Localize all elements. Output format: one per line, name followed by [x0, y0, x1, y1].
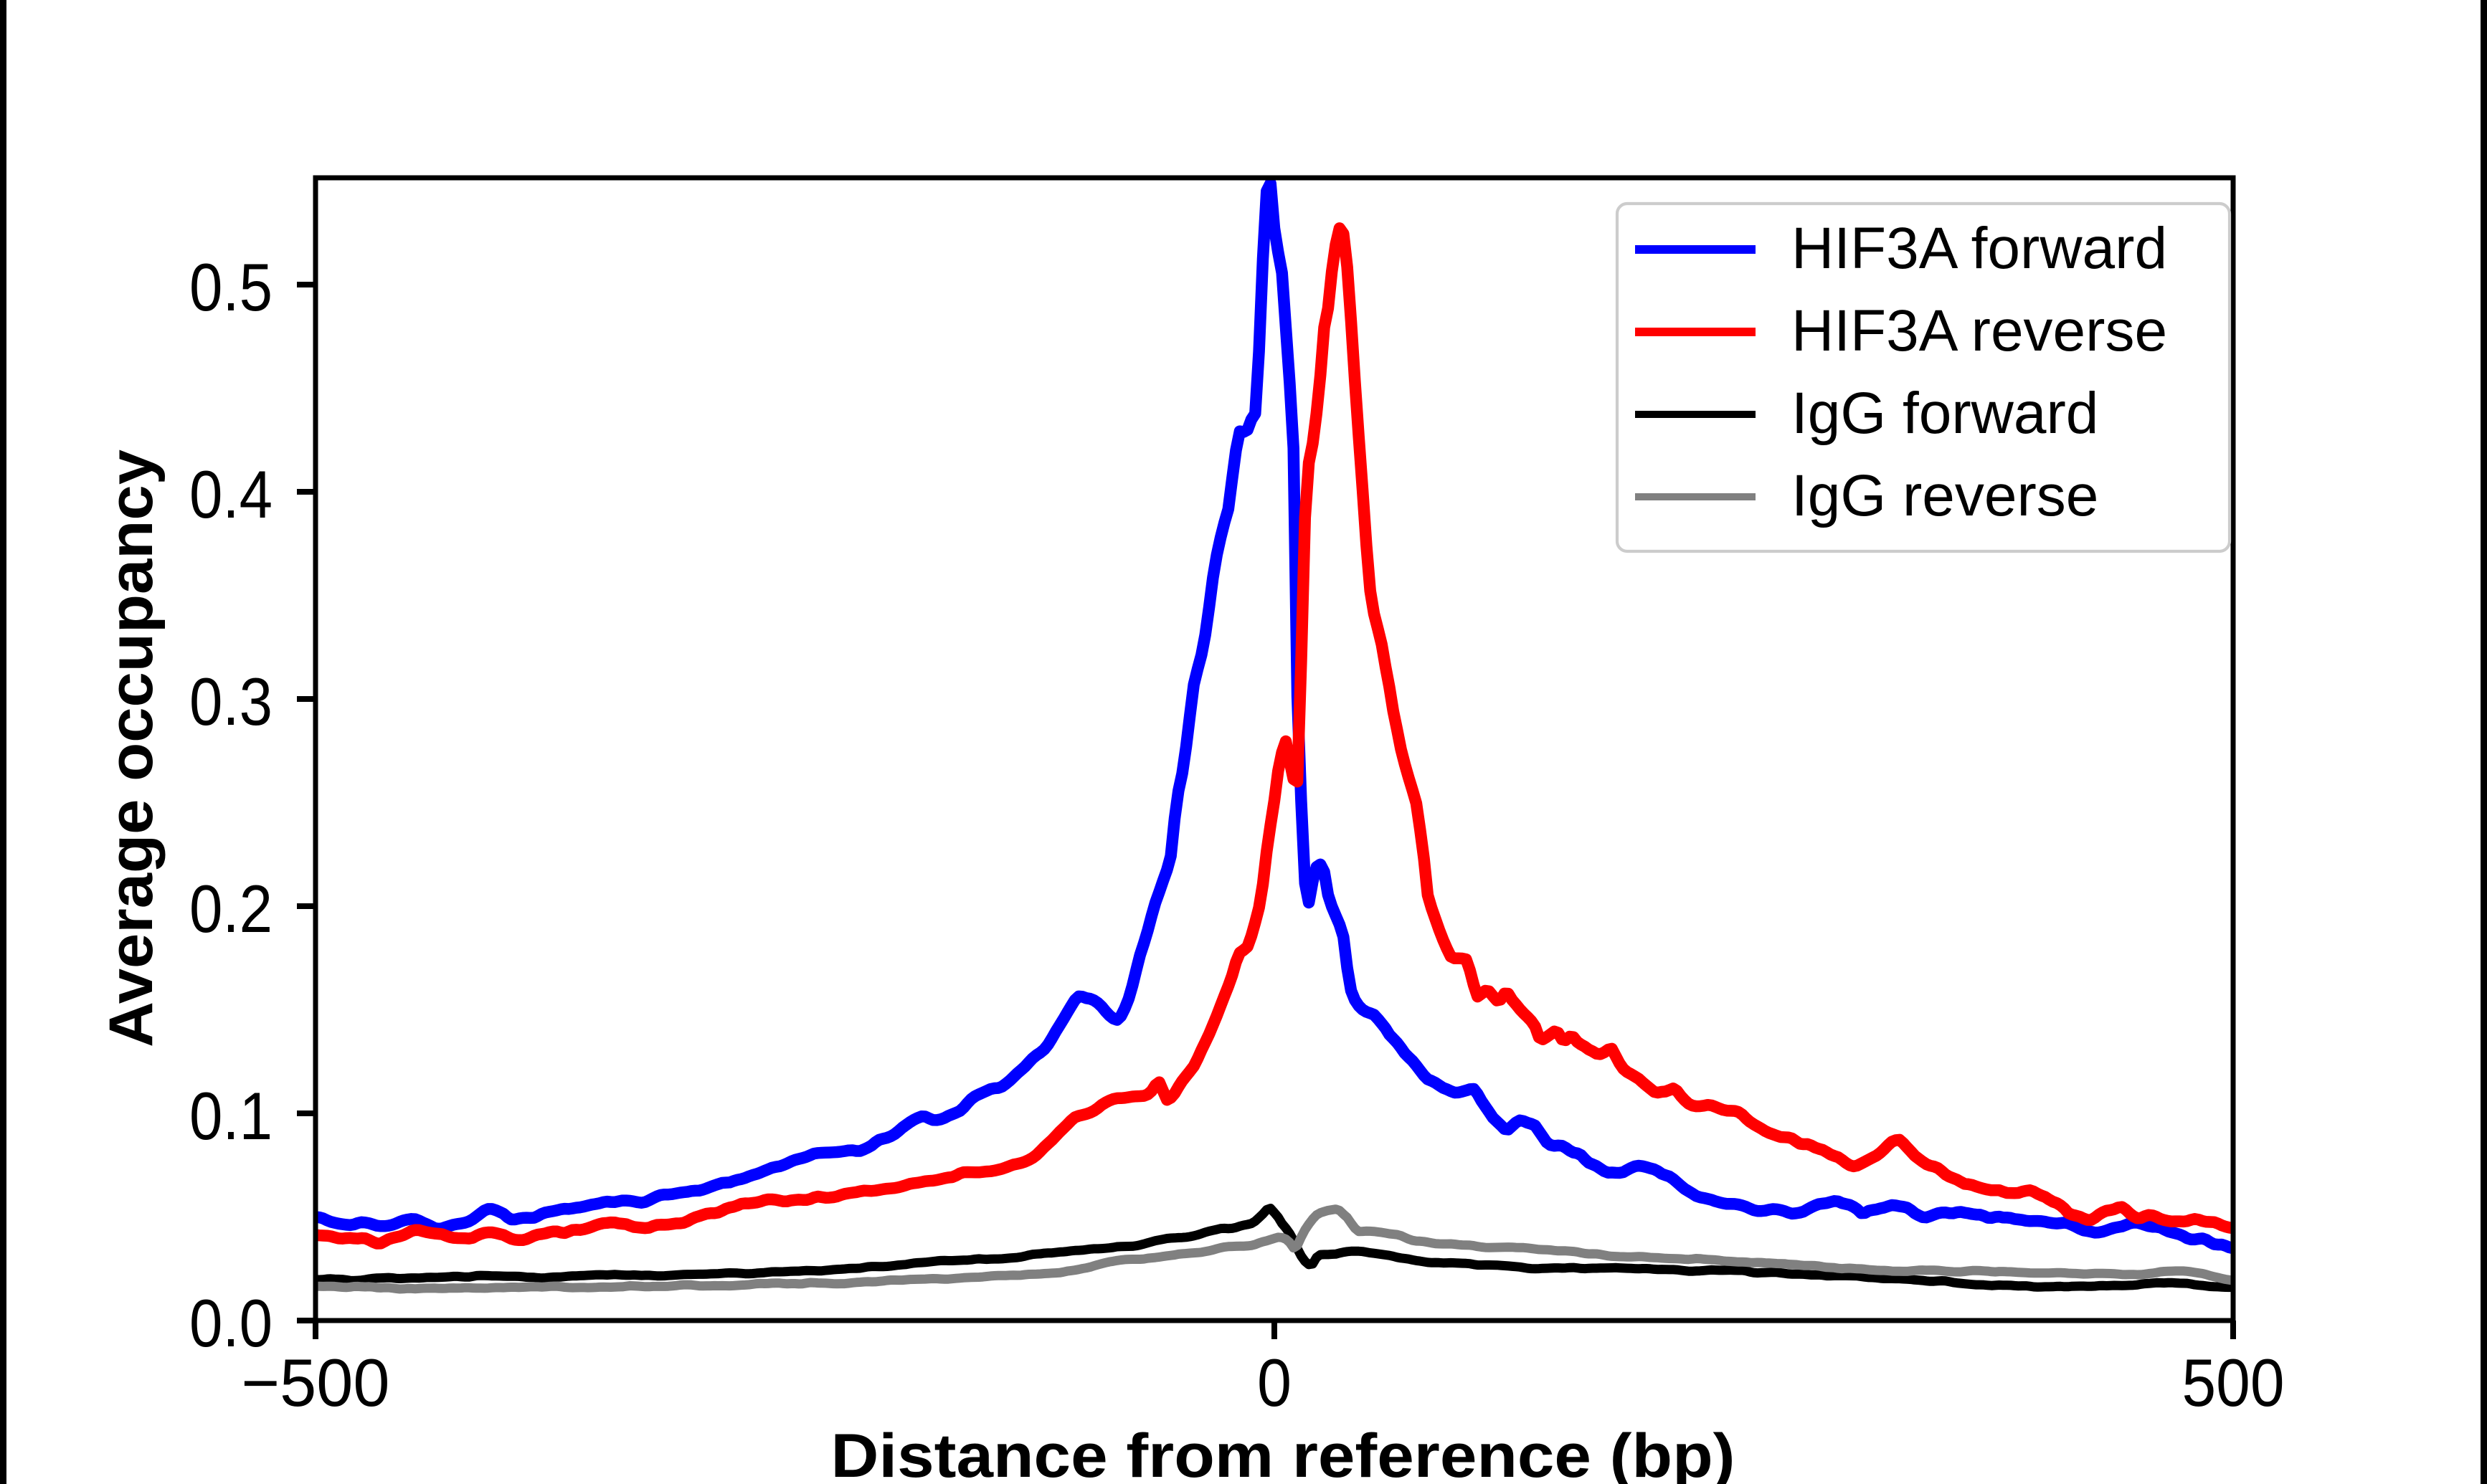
- svg-text:0: 0: [1257, 1345, 1292, 1420]
- svg-text:−500: −500: [242, 1345, 390, 1420]
- svg-text:Distance from reference (bp): Distance from reference (bp): [831, 1422, 1735, 1484]
- svg-text:0.3: 0.3: [189, 664, 273, 739]
- svg-text:HIF3A reverse: HIF3A reverse: [1791, 298, 2167, 363]
- svg-text:0.0: 0.0: [189, 1285, 273, 1361]
- svg-text:Average occupancy: Average occupancy: [97, 450, 166, 1047]
- svg-text:HIF3A forward: HIF3A forward: [1791, 216, 2167, 281]
- svg-text:0.1: 0.1: [189, 1078, 273, 1154]
- svg-text:0.4: 0.4: [189, 457, 273, 532]
- svg-text:0.2: 0.2: [189, 871, 273, 946]
- svg-text:500: 500: [2182, 1345, 2285, 1420]
- svg-text:IgG forward: IgG forward: [1791, 381, 2098, 446]
- svg-text:IgG reverse: IgG reverse: [1791, 463, 2098, 528]
- svg-text:0.5: 0.5: [189, 249, 273, 325]
